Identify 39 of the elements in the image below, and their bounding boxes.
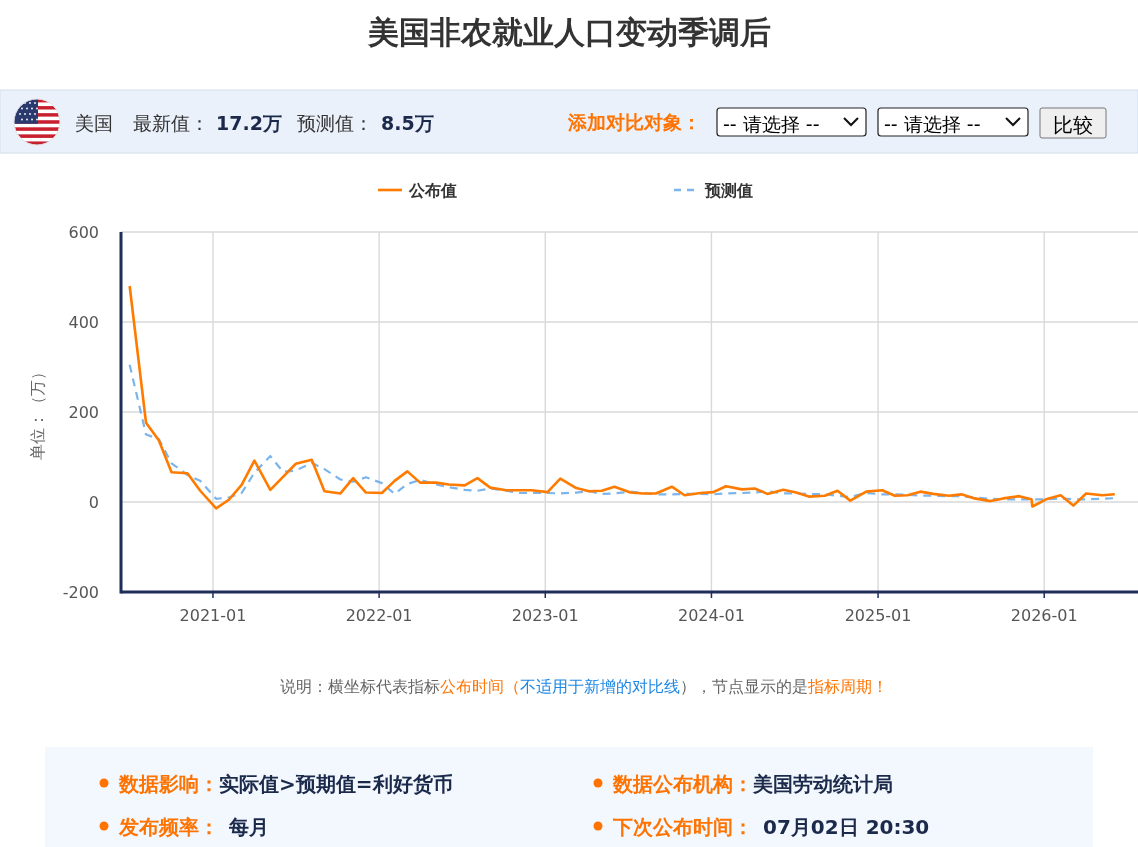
legend-item: 预测值 xyxy=(674,181,753,200)
annotation: 不适用于新增的对比线 xyxy=(520,677,680,696)
legend-label: 预测值 xyxy=(704,181,753,200)
ytick: 600 xyxy=(68,223,99,242)
annotation: 每月 xyxy=(229,815,269,839)
xtick: 2022-01 xyxy=(345,606,413,625)
annotation: 数据公布机构： xyxy=(613,772,753,796)
annotation: 数据影响： xyxy=(119,772,219,796)
xtick: 2025-01 xyxy=(844,606,912,625)
xtick: 2026-01 xyxy=(1010,606,1078,625)
ylabel: 单位：（万） xyxy=(28,364,47,460)
legend-item: 公布值 xyxy=(378,181,457,200)
annotation: 美国 xyxy=(75,112,113,134)
annotation: 最新值： xyxy=(133,112,209,134)
ytick: 200 xyxy=(68,403,99,422)
annotation: 说明：横坐标代表指标 xyxy=(280,677,440,696)
title: 美国非农就业人口变动季调后 xyxy=(367,14,771,50)
annotation: 发布频率： xyxy=(119,815,219,839)
annotation: 07月02日 20:30 xyxy=(763,815,930,839)
ytick: 400 xyxy=(68,313,99,332)
annotation: 预测值： xyxy=(297,112,373,134)
button: 比较 xyxy=(1039,107,1107,139)
select: -- 请选择 -- xyxy=(716,107,867,137)
annotation: 公布时间（ xyxy=(440,677,520,696)
legend-label: 公布值 xyxy=(408,181,457,200)
xtick: 2023-01 xyxy=(511,606,579,625)
annotation: 添加对比对象： xyxy=(568,111,701,133)
annotation: 17.2万 xyxy=(216,112,282,134)
xtick: 2021-01 xyxy=(179,606,247,625)
ytick: 0 xyxy=(88,493,99,512)
ytick: -200 xyxy=(62,583,99,602)
annotation: 美国劳动统计局 xyxy=(753,772,893,796)
annotation: ），节点显示的是 xyxy=(680,677,808,696)
select: -- 请选择 -- xyxy=(877,107,1029,137)
xtick: 2024-01 xyxy=(678,606,745,625)
annotation: 指标周期！ xyxy=(808,677,888,696)
annotation: 实际值>预期值=利好货币 xyxy=(219,772,453,796)
annotation: 8.5万 xyxy=(381,112,434,134)
annotation: 下次公布时间： xyxy=(613,815,753,839)
